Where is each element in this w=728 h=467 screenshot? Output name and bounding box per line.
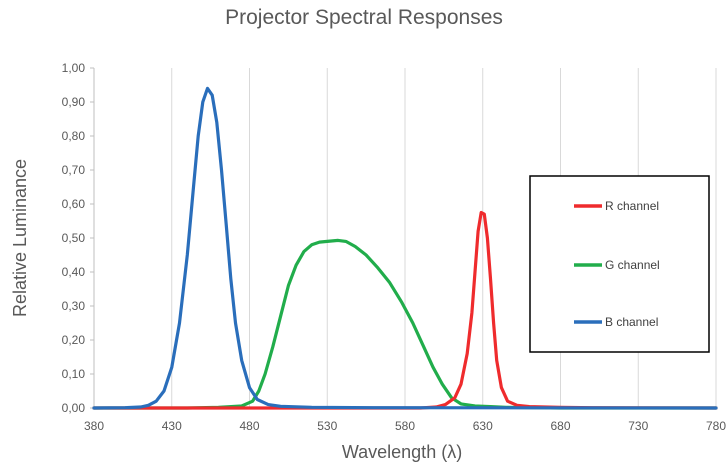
y-tick-label: 0,30 — [62, 299, 86, 313]
legend: R channel G channel B channel — [529, 175, 710, 353]
x-tick-label: 430 — [162, 419, 182, 433]
y-tick-label: 0,80 — [62, 129, 86, 143]
y-tick-label: 0,10 — [62, 367, 86, 381]
legend-box — [529, 175, 710, 353]
x-tick-label: 580 — [395, 419, 415, 433]
x-tick-label: 730 — [628, 419, 648, 433]
x-tick-label: 680 — [550, 419, 570, 433]
legend-label: B channel — [605, 315, 658, 329]
y-tick-label: 0,00 — [62, 401, 86, 415]
y-tick-label: 1,00 — [62, 61, 86, 75]
y-tick-label: 0,70 — [62, 163, 86, 177]
x-tick-label: 380 — [84, 419, 104, 433]
y-tick-label: 0,40 — [62, 265, 86, 279]
y-tick-label: 0,50 — [62, 231, 86, 245]
legend-label: G channel — [605, 258, 660, 272]
series-line-b — [92, 86, 718, 410]
y-tick-label: 0,20 — [62, 333, 86, 347]
y-axis-title: Relative Luminance — [10, 159, 30, 317]
y-tick-label: 0,90 — [62, 95, 86, 109]
x-tick-label: 530 — [317, 419, 337, 433]
x-tick-label: 630 — [473, 419, 493, 433]
y-tick-label: 0,60 — [62, 197, 86, 211]
series-line-g — [92, 238, 718, 410]
legend-label: R channel — [605, 199, 659, 213]
x-axis-title: Wavelength (λ) — [342, 442, 462, 462]
x-tick-label: 780 — [706, 419, 726, 433]
series-line-r — [92, 210, 718, 410]
series-lines — [92, 86, 718, 410]
chart-title: Projector Spectral Responses — [225, 6, 503, 29]
x-tick-label: 480 — [239, 419, 259, 433]
tick-labels: 380 430 480 530 580 630 680 730 780 0,00 0,10 0,20 0… — [62, 61, 727, 433]
